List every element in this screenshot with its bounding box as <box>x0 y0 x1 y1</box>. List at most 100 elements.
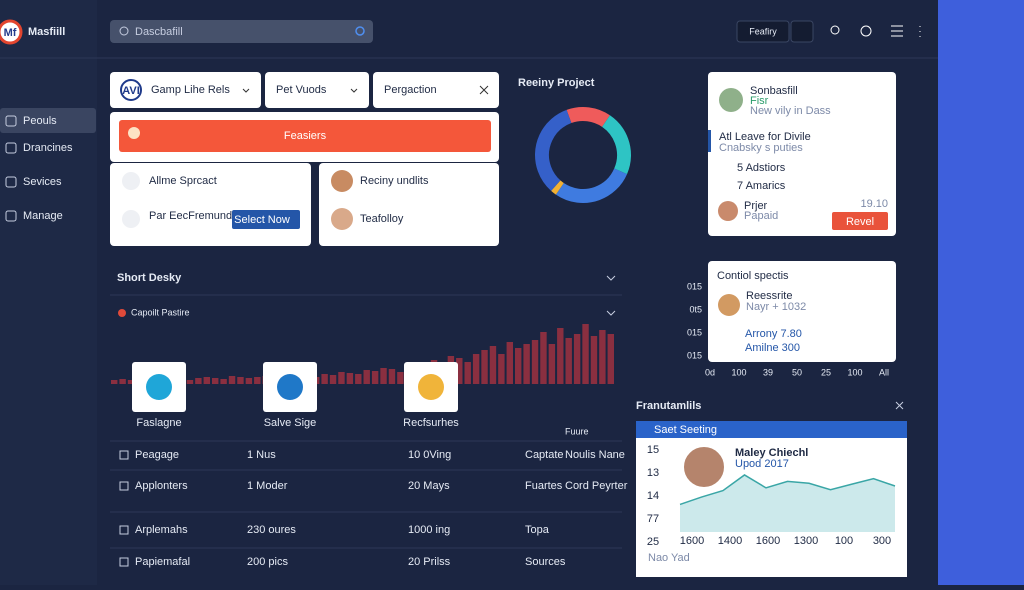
banner-icon <box>128 127 140 139</box>
x-label: 50 <box>792 367 802 377</box>
badge-text: AVI <box>122 85 140 97</box>
bar <box>548 344 556 384</box>
x-label: 1400 <box>718 535 742 547</box>
select[interactable] <box>265 72 369 108</box>
refresh-icon[interactable] <box>860 25 872 37</box>
x-label: 1600 <box>680 535 704 547</box>
list-item: Allme Sprcact <box>149 175 217 187</box>
table-cell: Fuartes <box>525 480 563 492</box>
area-line <box>679 474 896 506</box>
search-box[interactable] <box>110 20 373 43</box>
avatar <box>331 170 353 192</box>
table-cell: Cord Peyrter <box>565 480 628 492</box>
x-label: 100 <box>847 367 862 377</box>
card <box>708 72 896 236</box>
x-label: 39 <box>763 367 773 377</box>
select-button[interactable] <box>232 210 300 229</box>
nav-item: Peouls <box>23 115 57 127</box>
nav-item: Sevices <box>23 176 62 188</box>
banner[interactable] <box>119 120 491 152</box>
table-cell: Captate <box>525 449 564 461</box>
bar <box>599 330 606 384</box>
header-button[interactable] <box>736 20 790 43</box>
chevron[interactable] <box>606 275 616 316</box>
y-label: 15 <box>647 444 659 456</box>
table-cell: 20 Prilss <box>408 556 451 568</box>
bar <box>355 374 362 384</box>
header-button-text: Feafiry <box>749 26 777 36</box>
logo-text: Mf <box>4 27 17 39</box>
bar <box>506 342 513 384</box>
bar <box>203 377 210 384</box>
bar <box>338 372 345 384</box>
x-label: 300 <box>873 535 891 547</box>
y-label: 015 <box>687 281 702 291</box>
sidebar <box>0 0 97 585</box>
donut-segment <box>535 107 631 203</box>
lock-icon <box>119 450 129 460</box>
nav-item: Manage <box>23 210 63 222</box>
bar <box>582 324 589 384</box>
bar <box>590 336 598 384</box>
bar <box>111 380 118 384</box>
bar <box>186 380 194 384</box>
bar <box>481 350 488 384</box>
bar <box>607 334 614 384</box>
menu-icon[interactable] <box>891 25 903 37</box>
lock-icon <box>119 525 129 535</box>
lock-icon <box>119 481 129 491</box>
action-button[interactable] <box>832 212 888 230</box>
y-label: 13 <box>647 467 659 479</box>
y-label: 77 <box>647 513 659 525</box>
time: 19.10 <box>860 198 888 210</box>
bar <box>245 378 253 384</box>
x-label: 1300 <box>794 535 818 547</box>
pin-button[interactable] <box>790 20 814 43</box>
bar <box>127 380 135 384</box>
panel-title: Franutamlils <box>636 400 701 412</box>
select[interactable] <box>373 72 499 108</box>
bar <box>220 379 227 384</box>
close[interactable] <box>895 401 904 410</box>
status: Papaid <box>744 210 778 222</box>
icon <box>122 172 140 190</box>
bar <box>254 377 261 384</box>
x-label: 100 <box>835 535 853 547</box>
search-icon[interactable] <box>830 25 840 35</box>
y-label: 015 <box>687 350 702 360</box>
nav-icon <box>5 142 17 154</box>
button-text: Select Now <box>234 214 290 226</box>
table-cell: 1000 ing <box>408 524 450 536</box>
stat: Amilne 300 <box>745 342 800 354</box>
bar <box>464 362 471 384</box>
bar <box>456 358 463 384</box>
tile-label: Faslagne <box>136 417 181 429</box>
section-title: Short Desky <box>117 272 182 284</box>
bar <box>557 328 564 384</box>
table-cell: Topa <box>525 524 550 536</box>
accent <box>708 130 711 152</box>
bar <box>228 376 236 384</box>
bar <box>346 373 354 384</box>
person: Prjer <box>744 200 768 212</box>
brand: Masfiill <box>28 26 65 38</box>
bar <box>321 374 328 384</box>
sub: Upod 2017 <box>735 458 789 470</box>
name: Sonbasfill <box>750 85 798 97</box>
name: Maley Chiechl <box>735 447 808 459</box>
x-label: All <box>879 367 889 377</box>
y-label: 0t5 <box>689 304 702 314</box>
search-button[interactable] <box>355 26 365 36</box>
logo <box>0 19 23 45</box>
note: New vily in Dass <box>750 105 831 117</box>
subheading: Cnabsky s puties <box>719 142 803 154</box>
table-cell: Arplemahs <box>135 524 188 536</box>
badge <box>120 79 142 101</box>
x-label: 0d <box>705 367 715 377</box>
caption: Nao Yad <box>648 552 690 564</box>
legend-text: Capoilt Pastire <box>131 307 190 317</box>
icon <box>122 210 140 228</box>
select[interactable] <box>110 72 261 108</box>
